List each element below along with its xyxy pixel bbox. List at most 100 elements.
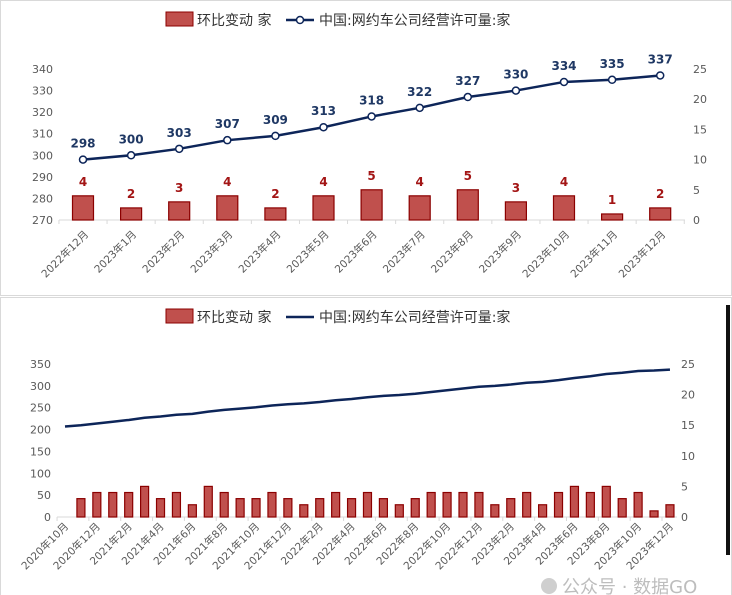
x-tick-label: 2023年8月 — [428, 228, 476, 276]
legend-bar-swatch — [165, 308, 194, 324]
line-marker — [655, 71, 665, 80]
x-tick-label: 2023年4月 — [236, 228, 284, 276]
y-right-tick-label: 25 — [681, 358, 695, 371]
bar — [474, 491, 484, 518]
bar — [312, 195, 335, 221]
bar — [171, 491, 182, 518]
line-marker — [367, 112, 376, 121]
bar — [119, 207, 143, 221]
y-left-tick-label: 270 — [32, 214, 53, 227]
y-right-tick-label: 0 — [681, 511, 688, 524]
bar-data-label: 5 — [464, 169, 472, 183]
x-tick-label: 2023年11月 — [568, 228, 620, 280]
bar-data-label: 3 — [512, 181, 520, 195]
line-marker — [415, 103, 424, 113]
y-right-tick-label: 15 — [681, 419, 695, 432]
bar — [264, 207, 287, 221]
legend-label-line: 中国:网约车公司经营许可量:家 — [319, 309, 510, 326]
y-left-tick-label: 330 — [32, 85, 53, 98]
bar — [360, 189, 383, 221]
y-left-tick-label: 50 — [37, 489, 51, 502]
bar — [378, 498, 388, 518]
bar-data-label: 1 — [608, 193, 616, 207]
x-tick-label: 2023年3月 — [188, 228, 236, 276]
line-marker — [607, 75, 617, 85]
bar — [283, 498, 293, 518]
line-data-label: 307 — [215, 117, 240, 131]
bar — [124, 491, 134, 518]
bar-data-label: 3 — [175, 181, 183, 195]
bar — [140, 485, 150, 518]
bar — [490, 504, 500, 518]
line-marker — [78, 155, 88, 164]
y-left-tick-label: 290 — [32, 171, 53, 184]
bar — [299, 504, 309, 518]
bar-data-label: 2 — [656, 187, 664, 201]
bar — [649, 510, 659, 518]
bar — [601, 485, 611, 518]
bar — [251, 498, 261, 518]
bottom-chart-panel: 环比变动 家中国:网约车公司经营许可量:家 0 50 100 150 200 250 300 3… — [0, 297, 732, 595]
line-data-label: 334 — [551, 59, 576, 73]
bar — [71, 195, 95, 221]
wechat-icon — [541, 578, 557, 594]
legend-label-bar: 环比变动 家 — [197, 12, 271, 29]
y-left-tick-label: 280 — [32, 192, 53, 205]
bar — [633, 491, 643, 518]
bar — [346, 498, 357, 518]
bar — [537, 504, 548, 518]
y-right-tick-label: 20 — [681, 389, 695, 402]
bar — [267, 491, 277, 518]
line-data-label: 309 — [263, 113, 288, 127]
bar — [442, 491, 452, 518]
line-marker — [511, 86, 521, 95]
bar — [92, 491, 102, 518]
y-right-tick-label: 5 — [693, 184, 700, 197]
bar — [665, 504, 675, 518]
bar — [331, 491, 341, 518]
line-data-label: 335 — [600, 57, 625, 71]
bar — [76, 498, 86, 518]
y-left-tick-label: 300 — [32, 149, 53, 162]
legend-label-bar: 环比变动 家 — [197, 309, 271, 326]
legend-label-line: 中国:网约车公司经营许可量:家 — [319, 12, 510, 29]
line-data-label: 298 — [70, 137, 95, 151]
bar-data-label: 2 — [127, 187, 135, 201]
line-data-label: 303 — [167, 126, 192, 140]
y-left-tick-label: 150 — [30, 445, 51, 458]
y-right-tick-label: 0 — [693, 214, 700, 227]
y-right-tick-label: 15 — [693, 123, 707, 136]
bar — [410, 498, 420, 518]
y-left-tick-label: 320 — [32, 106, 53, 119]
bar — [569, 485, 580, 518]
y-left-tick-label: 310 — [32, 128, 53, 141]
bar — [458, 491, 468, 518]
bar-data-label: 4 — [223, 175, 231, 189]
bar — [426, 491, 436, 518]
line-data-label: 322 — [407, 85, 432, 99]
bar — [585, 491, 595, 518]
bar — [394, 504, 404, 518]
top-chart-panel: 环比变动 家中国:网约车公司经营许可量:家 270 280 290 300 310 320 3… — [0, 0, 732, 296]
bar — [456, 189, 479, 221]
bar — [187, 504, 197, 518]
line-series — [64, 368, 671, 428]
line-marker — [223, 135, 232, 145]
bar-data-label: 4 — [416, 175, 424, 189]
line-marker — [319, 122, 328, 132]
bar — [235, 498, 245, 518]
line-data-label: 327 — [455, 74, 480, 88]
bar-data-label: 4 — [79, 175, 87, 189]
bar — [617, 498, 627, 518]
bar — [504, 201, 527, 221]
y-left-tick-label: 300 — [30, 380, 51, 393]
line-data-label: 330 — [503, 68, 528, 82]
y-left-tick-label: 200 — [30, 424, 51, 437]
x-tick-label: 2023年10月 — [520, 228, 572, 280]
monthly-chart-2020-2023: 环比变动 家中国:网约车公司经营许可量:家0501001502002503003… — [19, 308, 697, 595]
bar-data-label: 2 — [271, 187, 279, 201]
watermark: 公众号 · 数据GO — [562, 577, 697, 595]
bar — [553, 491, 564, 518]
bar — [408, 195, 431, 221]
